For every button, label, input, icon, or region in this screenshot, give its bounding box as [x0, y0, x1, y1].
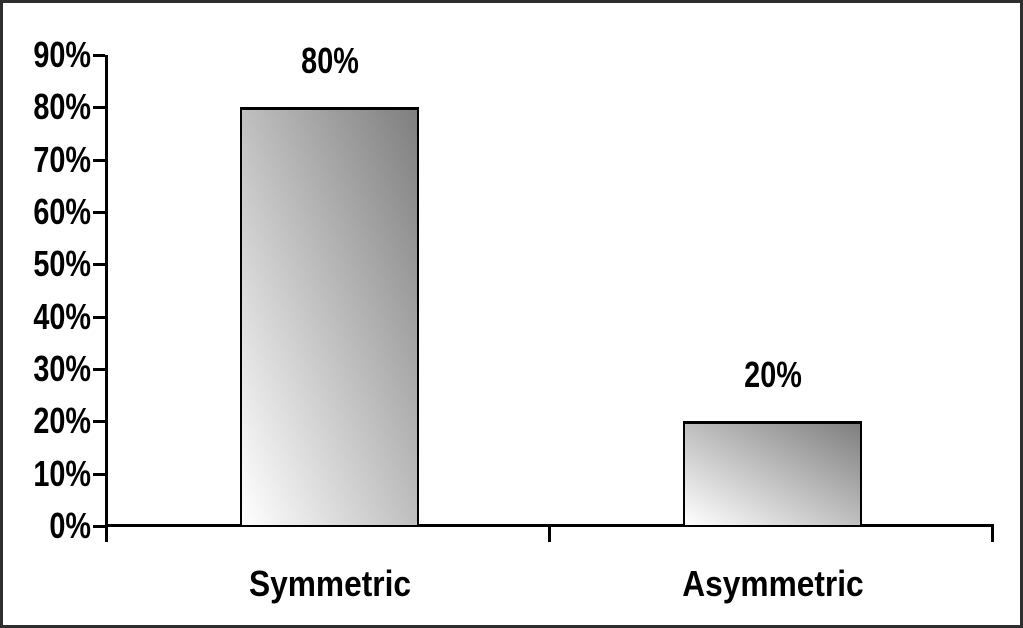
y-axis-line [105, 55, 108, 542]
bar-value-label: 80% [300, 40, 359, 82]
y-tick-label: 80% [33, 86, 91, 128]
y-axis-tick [93, 211, 105, 214]
y-tick-label: 10% [33, 452, 91, 494]
y-tick-label: 50% [33, 243, 91, 285]
y-axis-tick [93, 106, 105, 110]
category-label: Symmetric [248, 563, 411, 604]
y-tick-label: 70% [33, 138, 91, 180]
y-tick-label: 40% [33, 295, 91, 337]
y-tick-label: 60% [33, 191, 91, 232]
x-axis-tick [548, 526, 551, 542]
y-axis-tick [93, 158, 105, 162]
y-axis-tick [93, 368, 105, 371]
x-axis-tick [991, 526, 994, 542]
y-axis-tick [93, 315, 105, 319]
bar-asymmetric [683, 421, 862, 527]
plot-area: 90% 80% 70% 60% 50% 40% 30% 20% 10% 0% 80% Symmetri… [3, 3, 1020, 625]
y-tick-label: 90% [33, 34, 91, 75]
bar-value-label: 20% [743, 354, 802, 396]
y-axis-tick [93, 472, 105, 476]
y-axis-tick [93, 525, 105, 528]
category-label: Asymmetric [681, 563, 864, 604]
y-axis-tick [93, 263, 105, 267]
y-tick-label: 30% [33, 348, 91, 389]
bar-symmetric [240, 107, 419, 527]
y-tick-label: 20% [33, 400, 91, 442]
x-axis-line [105, 524, 994, 527]
y-tick-label: 0% [49, 505, 91, 546]
y-axis-tick [93, 54, 105, 57]
y-axis-tick [93, 420, 105, 424]
